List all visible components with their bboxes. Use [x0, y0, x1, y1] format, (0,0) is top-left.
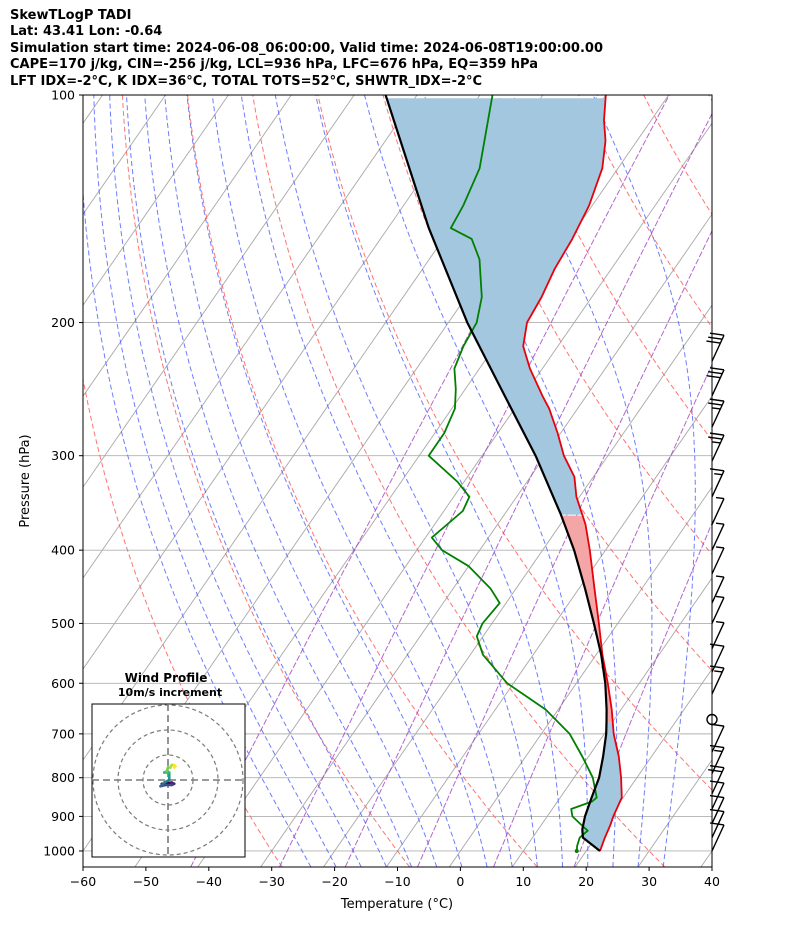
isotherm-line: [574, 668, 712, 867]
x-tick-label: −40: [196, 874, 222, 889]
wind-barb: [709, 665, 725, 695]
isotherm-line: [197, 122, 712, 867]
wind-barb: [709, 744, 725, 774]
dry-adiabat: [187, 95, 538, 867]
isotherm-line: [385, 395, 712, 867]
indices-line-2: LFT IDX=-2°C, K IDX=36°C, TOTAL TOTS=52°…: [10, 73, 483, 89]
wind-barb: [709, 723, 725, 753]
y-tick-label: 100: [51, 88, 75, 103]
moist-adiabat: [315, 95, 563, 867]
chart-title: SkewTLogP TADI: [10, 8, 132, 23]
x-tick-label: −30: [259, 874, 285, 889]
wind-barb: [711, 575, 725, 604]
isotherm-line: [83, 95, 481, 670]
dry-adiabat: [382, 95, 712, 672]
y-axis-label: Pressure (hPa): [18, 434, 33, 527]
x-tick-label: −10: [384, 874, 410, 889]
isotherm-line: [511, 577, 712, 867]
y-tick-label: 300: [51, 448, 75, 463]
wind-barb: [709, 468, 725, 498]
isotherm-line: [637, 759, 712, 867]
isotherms: [0, 60, 712, 882]
moist-adiabat: [126, 95, 387, 867]
x-tick-label: 30: [641, 874, 657, 889]
location-line: Lat: 43.41 Lon: -0.64: [10, 24, 163, 40]
wind-barb: [708, 765, 725, 795]
y-tick-label: 900: [51, 809, 75, 824]
wind-barb: [708, 432, 725, 462]
hodograph-title: Wind Profile: [125, 671, 208, 685]
wind-barb: [706, 332, 725, 362]
mixing-ratio-line: [279, 95, 670, 867]
y-tick-label: 500: [51, 616, 75, 631]
wind-barb: [706, 367, 725, 397]
moist-adiabat: [93, 95, 337, 867]
isotherm-line: [83, 95, 292, 397]
moist-adiabat: [211, 95, 488, 867]
isotherm-line: [83, 95, 355, 488]
x-tick-label: −50: [133, 874, 159, 889]
moist-adiabat: [240, 95, 513, 867]
dry-adiabat: [512, 95, 712, 442]
wind-barb: [711, 546, 725, 575]
moist-adiabat: [186, 95, 463, 867]
wind-barb: [711, 522, 725, 551]
moist-adiabat: [144, 95, 413, 867]
y-tick-label: 1000: [43, 843, 75, 858]
isotherm-line: [700, 850, 712, 867]
chart-header: SkewTLogP TADI Lat: 43.41 Lon: -0.64 Sim…: [10, 8, 603, 90]
dry-adiabat: [774, 95, 794, 867]
time-line: Simulation start time: 2024-06-08_06:00:…: [10, 40, 603, 56]
x-tick-label: −20: [321, 874, 347, 889]
hodograph-segment: [172, 764, 177, 769]
y-tick-label: 800: [51, 770, 75, 785]
indices-line: CAPE=170 j/kg, CIN=-256 j/kg, LCL=936 hP…: [10, 57, 538, 73]
dewpoint-line: [427, 95, 598, 852]
y-tick-label: 600: [51, 676, 75, 691]
wind-barb: [709, 822, 725, 852]
x-axis-label: Temperature (°C): [340, 897, 453, 912]
wind-barb: [708, 398, 725, 428]
wind-barb: [711, 496, 725, 525]
isotherm-line: [83, 95, 229, 307]
y-tick-label: 200: [51, 315, 75, 330]
mixing-ratio-line: [493, 363, 712, 867]
mixing-ratio-line: [417, 229, 712, 867]
y-tick-label: 700: [51, 726, 75, 741]
isotherm-line: [260, 213, 712, 867]
hodograph-subtitle: 10m/s increment: [118, 686, 222, 699]
wind-barb: [711, 595, 725, 624]
x-tick-label: −60: [70, 874, 96, 889]
cin-area-upper: [386, 98, 606, 515]
isotherm-line: [0, 60, 1, 882]
x-tick-label: 20: [578, 874, 594, 889]
wind-barbs: [706, 332, 725, 852]
mixing-ratio-line: [344, 112, 712, 867]
y-tick-label: 400: [51, 543, 75, 558]
wind-barb: [709, 643, 725, 673]
moist-adiabat: [109, 95, 362, 867]
dewpoint-marker: [574, 848, 579, 853]
wind-barb: [709, 780, 725, 810]
x-tick-label: 40: [704, 874, 720, 889]
axes: −60 −50 −40 −30 −20 −10 0 10 20 30 40 100 200 300 400 5…: [43, 88, 720, 890]
isotherm-line: [448, 486, 712, 867]
cape-area: [561, 515, 613, 723]
x-tick-label: 0: [456, 874, 464, 889]
dry-adiabat: [83, 376, 283, 867]
x-tick-label: 10: [515, 874, 531, 889]
dry-adiabat: [447, 95, 712, 556]
isotherm-line: [83, 95, 418, 579]
isotherm-line: [83, 95, 167, 216]
sounding-series: [384, 95, 623, 853]
moist-adiabat: [164, 95, 438, 867]
temperature-line: [522, 95, 623, 852]
parcel-line: [384, 95, 608, 852]
